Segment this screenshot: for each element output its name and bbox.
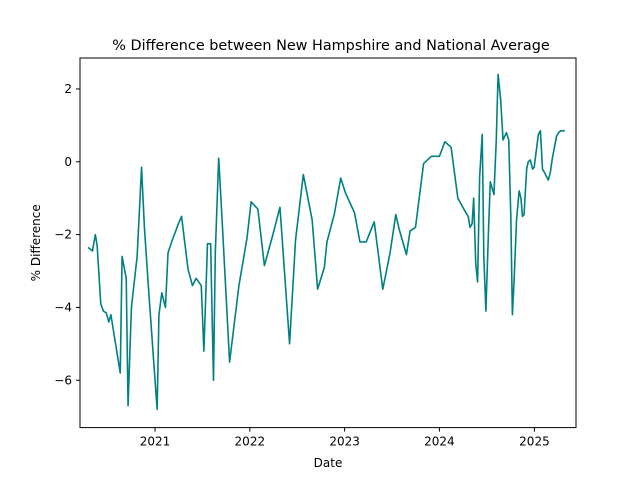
plot-frame (79, 57, 577, 429)
y-tick-label: −6 (54, 373, 72, 387)
x-tick-label: 2023 (329, 435, 360, 449)
chart-title: % Difference between New Hampshire and N… (112, 38, 550, 54)
x-tick-label: 2024 (424, 435, 455, 449)
x-tick-label: 2021 (140, 435, 171, 449)
y-axis: −6 −4 −2 0 2 (54, 82, 80, 387)
series-line-0 (87, 73, 565, 411)
x-axis-title: Date (314, 456, 343, 470)
x-axis: 2021 2022 2023 2024 2025 (140, 427, 550, 449)
plot-area (87, 73, 565, 411)
x-tick-label: 2022 (235, 435, 266, 449)
y-axis-title: % Difference (29, 204, 43, 281)
y-tick-label: −4 (54, 300, 72, 314)
y-tick-label: −2 (54, 228, 72, 242)
y-tick-label: 2 (64, 82, 72, 96)
x-tick-label: 2025 (519, 435, 550, 449)
y-tick-label: 0 (64, 155, 72, 169)
